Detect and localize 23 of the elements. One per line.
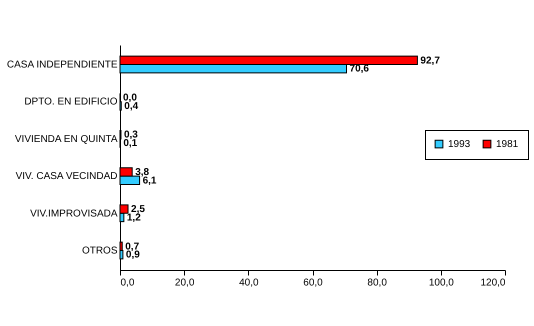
data-label: 92,7 <box>420 55 440 66</box>
x-tick-label: 100,0 <box>428 278 454 288</box>
y-tick-label: CASA INDEPENDIENTE <box>6 60 118 71</box>
data-label: 0,1 <box>123 138 138 150</box>
x-tick-label: 60,0 <box>303 278 324 288</box>
data-label: 0,9 <box>126 250 140 261</box>
y-tick-label: DPTO. EN EDIFICIO <box>24 96 118 108</box>
y-tick-label: OTROS <box>82 245 118 256</box>
data-label: 3,8 <box>135 166 150 178</box>
data-label: 6,1 <box>142 175 157 186</box>
x-tick-label: 80,0 <box>367 278 388 288</box>
y-tick-label: VIVIENDA EN QUINTA <box>14 134 118 145</box>
data-label: 0,7 <box>125 241 140 252</box>
y-tick-label: VIV.IMPROVISADA <box>30 208 118 220</box>
x-tick-label: 0,0 <box>120 278 135 288</box>
x-tick-label: 120,0 <box>480 278 506 288</box>
legend-label: 1993 <box>448 139 471 150</box>
data-label: 1,2 <box>126 212 142 224</box>
x-tick-label: 40,0 <box>239 278 259 288</box>
y-tick-label: VIV. CASA VECINDAD <box>16 171 118 182</box>
data-label: 0,4 <box>124 100 139 112</box>
x-tick-label: 20,0 <box>174 278 195 288</box>
legend-label: 1981 <box>496 139 519 150</box>
